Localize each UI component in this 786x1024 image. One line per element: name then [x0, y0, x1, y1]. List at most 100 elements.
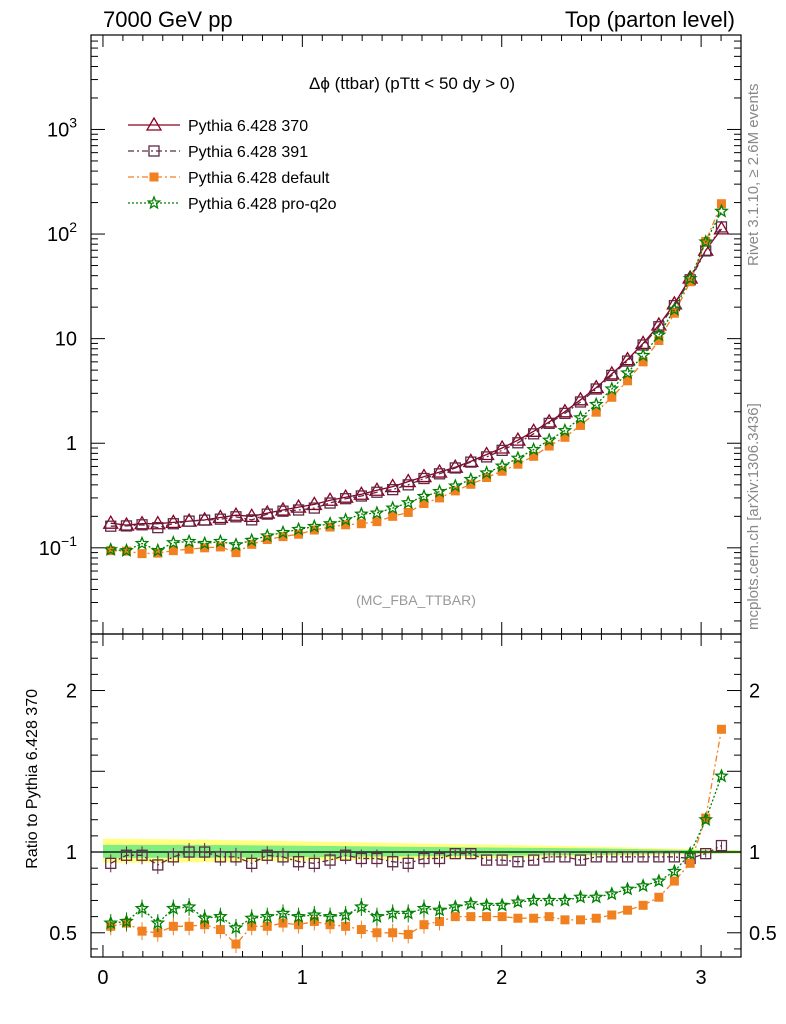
ratio-data-point [136, 849, 148, 861]
main-data-point [137, 549, 147, 559]
main-data-point [309, 525, 319, 535]
ratio-data-point [261, 849, 273, 861]
header-process-label: 7000 GeV pp [103, 7, 233, 32]
main-data-point [355, 490, 368, 502]
main-data-point [715, 221, 728, 233]
main-series-line [110, 203, 723, 555]
ratio-series-line [110, 729, 723, 946]
ratio-data-point [184, 921, 194, 931]
main-data-point [274, 501, 292, 516]
ratio-data-point [371, 852, 383, 865]
main-data-point [590, 383, 602, 395]
ratio-data-point [575, 915, 585, 925]
main-data-point [714, 203, 729, 218]
ratio-data-point [559, 851, 571, 863]
ratio-data-point [152, 859, 164, 871]
header-observable-label: Top (parton level) [565, 7, 735, 32]
ratio-data-point [653, 851, 665, 863]
main-data-point [682, 270, 698, 285]
ratio-data-point [388, 928, 398, 938]
ratio-data-point [623, 905, 633, 915]
ratio-data-point [667, 863, 682, 878]
ratio-data-point [479, 897, 494, 912]
ratio-data-point [714, 768, 729, 783]
ratio-data-point [557, 892, 573, 907]
legend-entry: Pythia 6.428 370 [128, 116, 308, 135]
ratio-data-point [638, 900, 648, 910]
ratio-data-point [497, 912, 507, 922]
main-data-point [168, 546, 178, 556]
ratio-data-point [400, 905, 416, 920]
ratio-data-point [620, 881, 636, 896]
ratio-data-point [715, 839, 728, 852]
main-data-point [213, 533, 228, 548]
legend-entry: Pythia 6.428 default [128, 170, 330, 187]
ratio-data-point [259, 908, 275, 923]
main-data-point [371, 486, 383, 498]
ratio-data-point [463, 895, 479, 911]
y-tick-label: 1 [66, 433, 77, 455]
main-data-point [199, 514, 211, 526]
main-data-point [557, 422, 573, 437]
ratio-series-0 [105, 839, 728, 874]
main-data-point [324, 497, 336, 509]
ratio-y-axis-label: Ratio to Pythia 6.428 370 [24, 689, 41, 869]
ratio-data-point [606, 851, 618, 863]
ratio-data-point [228, 920, 244, 935]
main-data-point [133, 515, 151, 530]
main-x-axis [102, 35, 722, 634]
ratio-data-point [306, 907, 322, 922]
main-data-point [337, 488, 354, 503]
main-data-point [121, 546, 131, 556]
main-data-point [402, 479, 414, 491]
ratio-data-point [197, 910, 213, 925]
main-data-point [292, 504, 305, 516]
main-data-point [247, 539, 257, 549]
main-data-point [433, 468, 446, 480]
main-data-point [105, 520, 117, 532]
ratio-data-point [231, 939, 241, 949]
ratio-data-point [560, 915, 570, 925]
ratio-data-point [137, 926, 147, 936]
main-data-point [339, 493, 352, 505]
ratio-data-point [418, 852, 430, 865]
ratio-data-point [607, 910, 617, 920]
main-data-point [230, 511, 242, 523]
legend-marker [145, 116, 163, 131]
ratio-data-point [447, 899, 463, 914]
main-data-point [212, 509, 229, 524]
ratio-data-point [416, 900, 432, 915]
ratio-data-point [308, 857, 320, 869]
main-data-point [384, 478, 401, 493]
main-data-point [338, 512, 353, 527]
ratio-data-point [369, 908, 385, 923]
ratio-data-point [291, 908, 307, 923]
main-data-point [290, 498, 307, 513]
main-series-2 [106, 199, 726, 559]
ratio-series-line [110, 775, 723, 929]
ratio-data-point [526, 892, 541, 907]
main-data-point [447, 478, 463, 493]
x-tick-label: 2 [496, 967, 507, 989]
main-data-point [354, 506, 369, 521]
ratio-y-tick-label-left: 0.5 [49, 923, 77, 945]
main-series-0 [102, 220, 730, 531]
ratio-data-point [529, 913, 539, 923]
ratio-y-axis: 0.5 0.5 1 1 2 2 Ratio to Pythia 6.428 370 [24, 641, 777, 950]
main-data-point [607, 392, 617, 402]
ratio-data-point [372, 928, 382, 938]
main-data-point [308, 502, 320, 514]
main-data-point [136, 519, 148, 531]
y-tick-label: 10 [55, 329, 77, 351]
main-data-point [667, 301, 682, 316]
ratio-data-point [682, 845, 698, 860]
x-tick-label: 3 [696, 967, 707, 989]
ratio-y-tick-label-left: 1 [66, 842, 77, 864]
main-data-point [321, 491, 339, 506]
main-data-point [415, 468, 433, 483]
ratio-data-point [588, 889, 604, 904]
main-data-point [525, 423, 542, 437]
ratio-y-tick-label-left: 2 [66, 681, 77, 703]
ratio-data-point [275, 905, 291, 920]
ratio-data-point [494, 897, 510, 912]
